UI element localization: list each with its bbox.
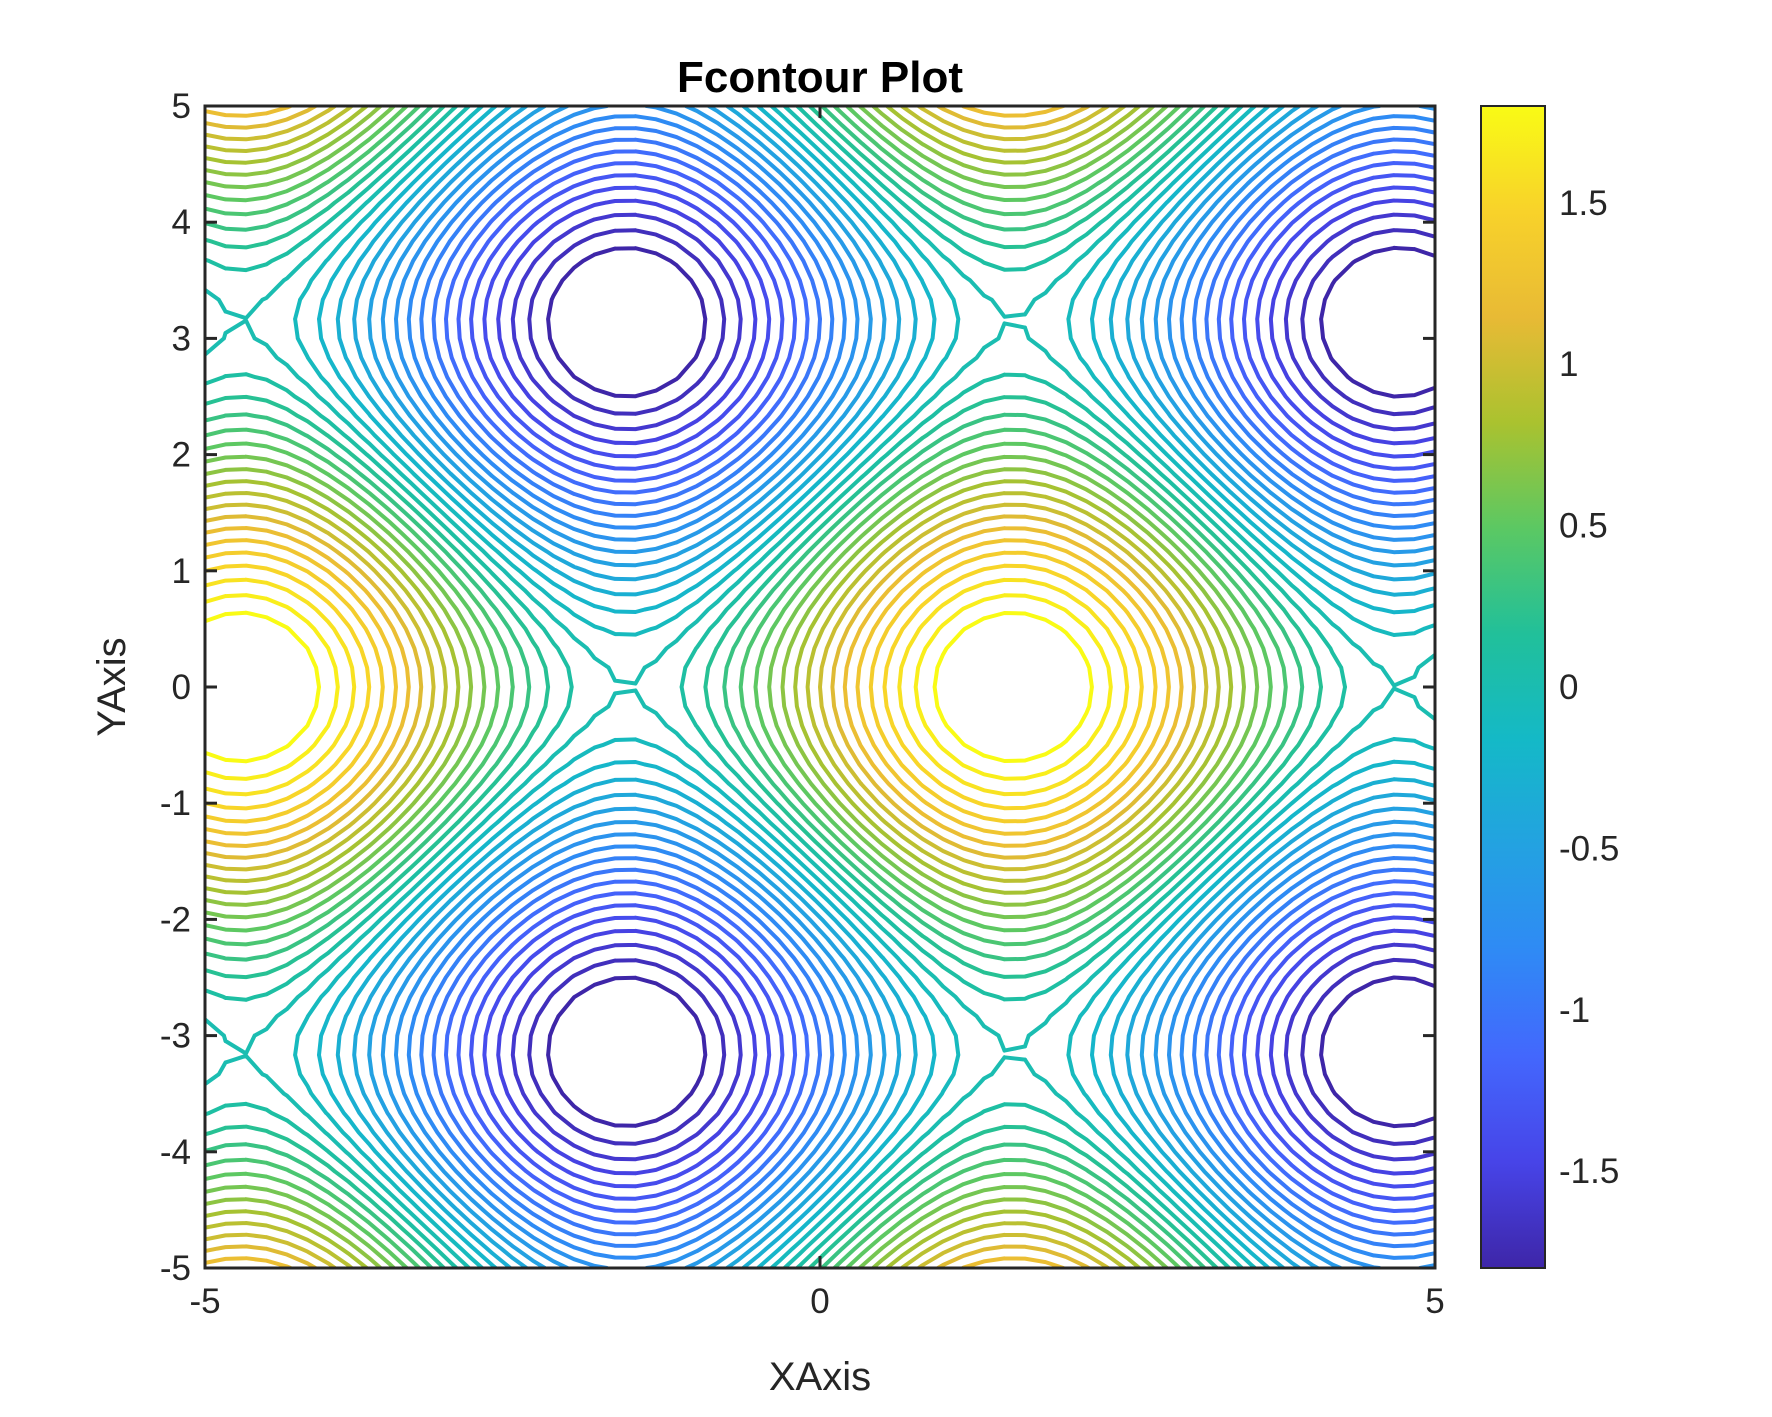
- colorbar-gradient: [1480, 105, 1546, 1269]
- x-tick-label: 0: [810, 1282, 829, 1321]
- contour-level: [352, 106, 1435, 1268]
- contour-level: [406, 114, 1435, 1260]
- contour-level: [205, 106, 1323, 1268]
- contour-level: [510, 212, 1435, 1162]
- contour-level: [205, 550, 1158, 824]
- contour-level: [496, 198, 1435, 1176]
- colorbar-tick-label: -1.5: [1559, 1152, 1619, 1191]
- y-tick-label: -2: [160, 900, 191, 939]
- colorbar-tick-label: 1.5: [1559, 184, 1608, 223]
- y-tick-label: 4: [172, 203, 191, 242]
- x-axis-label: XAxis: [769, 1355, 871, 1399]
- contour-level: [205, 106, 1221, 1268]
- y-tick-label: -3: [160, 1017, 191, 1056]
- contour-level: [293, 106, 1435, 1268]
- contour-level: [205, 106, 1435, 1268]
- y-axis-label: YAxis: [90, 637, 134, 736]
- contour-level: [367, 106, 1435, 1268]
- contour-level: [205, 106, 1347, 1268]
- contour-level: [394, 106, 1435, 1268]
- contour-level: [335, 106, 1435, 1268]
- contour-level: [527, 228, 1435, 1146]
- contour-level: [431, 137, 1435, 1237]
- colorbar-tick-label: 1: [1559, 345, 1578, 384]
- contour-level: [205, 106, 1184, 1268]
- y-tick-label: 5: [172, 87, 191, 126]
- contour-level: [205, 106, 1246, 1268]
- contour-level: [205, 538, 1171, 836]
- contour-level: [469, 173, 1435, 1201]
- contour-level: [205, 106, 1273, 1268]
- contour-level: [205, 106, 1288, 1268]
- y-tick-label: 1: [172, 552, 191, 591]
- contour-level: [205, 106, 1305, 1268]
- contour-level: [205, 610, 1094, 764]
- contour-level: [482, 185, 1435, 1189]
- y-tick-label: 2: [172, 436, 191, 475]
- colorbar-tick-label: 0: [1559, 668, 1578, 707]
- contour-level: [205, 577, 1130, 797]
- colorbar-tick-label: 0.5: [1559, 507, 1608, 546]
- contour-level: [546, 245, 1435, 1129]
- contour-level: [380, 106, 1435, 1268]
- y-tick-label: -5: [160, 1249, 191, 1288]
- contour-level: [444, 149, 1435, 1225]
- contour-level: [456, 161, 1435, 1213]
- x-tick-label: 5: [1425, 1282, 1444, 1321]
- contour-level: [205, 593, 1113, 781]
- y-tick-label: 0: [172, 668, 191, 707]
- y-tick-label: -4: [160, 1133, 191, 1172]
- colorbar-tick-label: -1: [1559, 991, 1590, 1030]
- contour-lines: [205, 106, 1435, 1268]
- contour-level: [419, 125, 1435, 1249]
- chart-title: Fcontour Plot: [677, 53, 963, 102]
- y-tick-label: 3: [172, 319, 191, 358]
- x-tick-label: -5: [189, 1282, 220, 1321]
- contour-level: [205, 106, 1197, 1268]
- contour-level: [317, 106, 1435, 1268]
- colorbar: [1480, 105, 1546, 1269]
- y-tick-label: -1: [160, 784, 191, 823]
- colorbar-tick-label: -0.5: [1559, 829, 1619, 868]
- contour-level: [205, 106, 1260, 1268]
- contour-level: [205, 106, 1209, 1268]
- contour-level: [205, 106, 1234, 1268]
